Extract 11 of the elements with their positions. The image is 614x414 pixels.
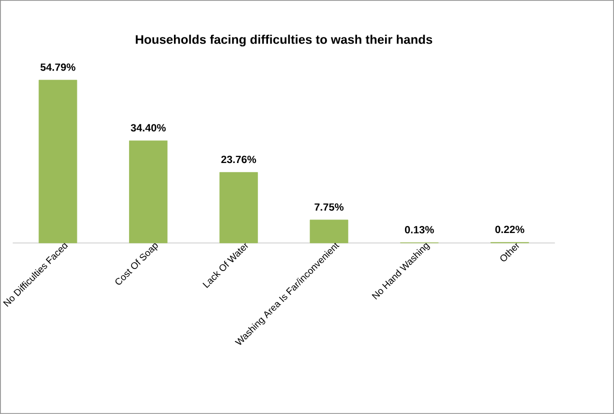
- bar: [38, 80, 78, 244]
- data-label: 54.79%: [40, 63, 76, 71]
- data-label: 7.75%: [314, 203, 344, 211]
- bar: [129, 140, 168, 244]
- chart-title: Households facing difficulties to wash their hands: [136, 34, 432, 46]
- data-label: 0.22%: [495, 226, 524, 234]
- bar: [219, 172, 258, 244]
- bar: [310, 220, 348, 244]
- data-label: 0.13%: [404, 226, 434, 234]
- data-label: 34.40%: [130, 124, 166, 132]
- data-label: 23.76%: [221, 156, 256, 164]
